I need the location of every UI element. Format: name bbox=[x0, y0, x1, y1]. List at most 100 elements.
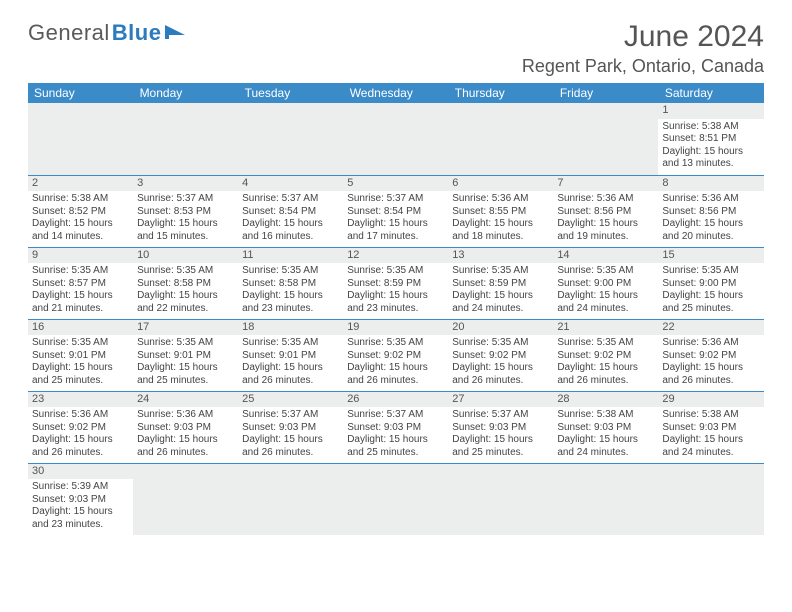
day-number: 17 bbox=[133, 320, 238, 336]
day-number: 9 bbox=[28, 248, 133, 264]
day-number: 13 bbox=[448, 248, 553, 264]
calendar-cell: 1Sunrise: 5:38 AMSunset: 8:51 PMDaylight… bbox=[658, 103, 763, 175]
day-number: 7 bbox=[553, 176, 658, 192]
day-number: 28 bbox=[553, 392, 658, 408]
location-subtitle: Regent Park, Ontario, Canada bbox=[522, 56, 764, 77]
day-info: Sunrise: 5:35 AMSunset: 8:59 PMDaylight:… bbox=[448, 263, 553, 318]
day-info: Sunrise: 5:37 AMSunset: 8:53 PMDaylight:… bbox=[133, 191, 238, 246]
day-number: 3 bbox=[133, 176, 238, 192]
day-number: 24 bbox=[133, 392, 238, 408]
day-info: Sunrise: 5:36 AMSunset: 8:56 PMDaylight:… bbox=[553, 191, 658, 246]
day-info: Sunrise: 5:35 AMSunset: 8:58 PMDaylight:… bbox=[133, 263, 238, 318]
calendar-row: 30Sunrise: 5:39 AMSunset: 9:03 PMDayligh… bbox=[28, 463, 764, 535]
calendar-cell bbox=[553, 103, 658, 175]
day-info: Sunrise: 5:35 AMSunset: 9:01 PMDaylight:… bbox=[28, 335, 133, 390]
title-block: June 2024 Regent Park, Ontario, Canada bbox=[522, 20, 764, 77]
day-info: Sunrise: 5:38 AMSunset: 9:03 PMDaylight:… bbox=[658, 407, 763, 462]
calendar-row: 23Sunrise: 5:36 AMSunset: 9:02 PMDayligh… bbox=[28, 391, 764, 463]
day-number: 11 bbox=[238, 248, 343, 264]
day-info: Sunrise: 5:38 AMSunset: 8:51 PMDaylight:… bbox=[658, 119, 763, 174]
day-number: 20 bbox=[448, 320, 553, 336]
calendar-cell bbox=[343, 103, 448, 175]
day-info: Sunrise: 5:35 AMSunset: 8:57 PMDaylight:… bbox=[28, 263, 133, 318]
calendar-cell: 15Sunrise: 5:35 AMSunset: 9:00 PMDayligh… bbox=[658, 247, 763, 319]
day-number: 22 bbox=[658, 320, 763, 336]
day-info: Sunrise: 5:35 AMSunset: 9:00 PMDaylight:… bbox=[658, 263, 763, 318]
calendar-cell bbox=[343, 463, 448, 535]
day-info: Sunrise: 5:37 AMSunset: 9:03 PMDaylight:… bbox=[343, 407, 448, 462]
calendar-cell: 2Sunrise: 5:38 AMSunset: 8:52 PMDaylight… bbox=[28, 175, 133, 247]
day-number: 19 bbox=[343, 320, 448, 336]
day-info: Sunrise: 5:35 AMSunset: 9:02 PMDaylight:… bbox=[448, 335, 553, 390]
weekday-header: Monday bbox=[133, 83, 238, 103]
day-number: 5 bbox=[343, 176, 448, 192]
header: GeneralBlue June 2024 Regent Park, Ontar… bbox=[28, 20, 764, 77]
day-number: 25 bbox=[238, 392, 343, 408]
logo-text-blue: Blue bbox=[112, 20, 162, 46]
calendar-cell bbox=[448, 103, 553, 175]
day-number: 18 bbox=[238, 320, 343, 336]
logo: GeneralBlue bbox=[28, 20, 187, 46]
day-info: Sunrise: 5:35 AMSunset: 9:02 PMDaylight:… bbox=[553, 335, 658, 390]
calendar-cell: 6Sunrise: 5:36 AMSunset: 8:55 PMDaylight… bbox=[448, 175, 553, 247]
calendar-row: 9Sunrise: 5:35 AMSunset: 8:57 PMDaylight… bbox=[28, 247, 764, 319]
day-number: 8 bbox=[658, 176, 763, 192]
calendar-cell bbox=[553, 463, 658, 535]
calendar-cell: 25Sunrise: 5:37 AMSunset: 9:03 PMDayligh… bbox=[238, 391, 343, 463]
logo-flag-icon bbox=[165, 25, 187, 41]
day-number: 23 bbox=[28, 392, 133, 408]
calendar-cell: 22Sunrise: 5:36 AMSunset: 9:02 PMDayligh… bbox=[658, 319, 763, 391]
day-number: 30 bbox=[28, 464, 133, 480]
calendar-cell: 17Sunrise: 5:35 AMSunset: 9:01 PMDayligh… bbox=[133, 319, 238, 391]
day-number: 26 bbox=[343, 392, 448, 408]
calendar-row: 16Sunrise: 5:35 AMSunset: 9:01 PMDayligh… bbox=[28, 319, 764, 391]
day-info: Sunrise: 5:38 AMSunset: 9:03 PMDaylight:… bbox=[553, 407, 658, 462]
day-info: Sunrise: 5:35 AMSunset: 9:02 PMDaylight:… bbox=[343, 335, 448, 390]
calendar-row: 2Sunrise: 5:38 AMSunset: 8:52 PMDaylight… bbox=[28, 175, 764, 247]
calendar-cell: 29Sunrise: 5:38 AMSunset: 9:03 PMDayligh… bbox=[658, 391, 763, 463]
calendar-cell: 23Sunrise: 5:36 AMSunset: 9:02 PMDayligh… bbox=[28, 391, 133, 463]
day-number: 21 bbox=[553, 320, 658, 336]
calendar-cell bbox=[133, 463, 238, 535]
day-info: Sunrise: 5:36 AMSunset: 9:03 PMDaylight:… bbox=[133, 407, 238, 462]
day-info: Sunrise: 5:38 AMSunset: 8:52 PMDaylight:… bbox=[28, 191, 133, 246]
calendar-body: 1Sunrise: 5:38 AMSunset: 8:51 PMDaylight… bbox=[28, 103, 764, 535]
day-info: Sunrise: 5:35 AMSunset: 9:00 PMDaylight:… bbox=[553, 263, 658, 318]
calendar-row: 1Sunrise: 5:38 AMSunset: 8:51 PMDaylight… bbox=[28, 103, 764, 175]
day-number: 29 bbox=[658, 392, 763, 408]
day-info: Sunrise: 5:35 AMSunset: 9:01 PMDaylight:… bbox=[133, 335, 238, 390]
day-info: Sunrise: 5:35 AMSunset: 9:01 PMDaylight:… bbox=[238, 335, 343, 390]
day-number: 27 bbox=[448, 392, 553, 408]
day-info: Sunrise: 5:35 AMSunset: 8:58 PMDaylight:… bbox=[238, 263, 343, 318]
calendar-cell bbox=[658, 463, 763, 535]
day-info: Sunrise: 5:39 AMSunset: 9:03 PMDaylight:… bbox=[28, 479, 133, 534]
calendar-cell bbox=[28, 103, 133, 175]
calendar-cell bbox=[238, 463, 343, 535]
calendar-cell: 3Sunrise: 5:37 AMSunset: 8:53 PMDaylight… bbox=[133, 175, 238, 247]
calendar-cell: 12Sunrise: 5:35 AMSunset: 8:59 PMDayligh… bbox=[343, 247, 448, 319]
calendar-cell: 13Sunrise: 5:35 AMSunset: 8:59 PMDayligh… bbox=[448, 247, 553, 319]
calendar-cell bbox=[133, 103, 238, 175]
page-title: June 2024 bbox=[522, 20, 764, 54]
day-number: 1 bbox=[658, 103, 763, 119]
day-number: 16 bbox=[28, 320, 133, 336]
day-number: 4 bbox=[238, 176, 343, 192]
calendar-cell: 16Sunrise: 5:35 AMSunset: 9:01 PMDayligh… bbox=[28, 319, 133, 391]
weekday-header: Sunday bbox=[28, 83, 133, 103]
logo-text-general: General bbox=[28, 20, 110, 46]
day-info: Sunrise: 5:36 AMSunset: 9:02 PMDaylight:… bbox=[28, 407, 133, 462]
day-info: Sunrise: 5:36 AMSunset: 8:55 PMDaylight:… bbox=[448, 191, 553, 246]
calendar-cell: 19Sunrise: 5:35 AMSunset: 9:02 PMDayligh… bbox=[343, 319, 448, 391]
day-info: Sunrise: 5:37 AMSunset: 8:54 PMDaylight:… bbox=[238, 191, 343, 246]
day-info: Sunrise: 5:37 AMSunset: 8:54 PMDaylight:… bbox=[343, 191, 448, 246]
calendar-cell: 18Sunrise: 5:35 AMSunset: 9:01 PMDayligh… bbox=[238, 319, 343, 391]
calendar-header-row: SundayMondayTuesdayWednesdayThursdayFrid… bbox=[28, 83, 764, 103]
calendar-cell: 11Sunrise: 5:35 AMSunset: 8:58 PMDayligh… bbox=[238, 247, 343, 319]
day-number: 12 bbox=[343, 248, 448, 264]
calendar-cell: 5Sunrise: 5:37 AMSunset: 8:54 PMDaylight… bbox=[343, 175, 448, 247]
day-info: Sunrise: 5:36 AMSunset: 9:02 PMDaylight:… bbox=[658, 335, 763, 390]
calendar-cell: 4Sunrise: 5:37 AMSunset: 8:54 PMDaylight… bbox=[238, 175, 343, 247]
calendar-cell: 26Sunrise: 5:37 AMSunset: 9:03 PMDayligh… bbox=[343, 391, 448, 463]
day-info: Sunrise: 5:37 AMSunset: 9:03 PMDaylight:… bbox=[238, 407, 343, 462]
calendar-cell: 27Sunrise: 5:37 AMSunset: 9:03 PMDayligh… bbox=[448, 391, 553, 463]
